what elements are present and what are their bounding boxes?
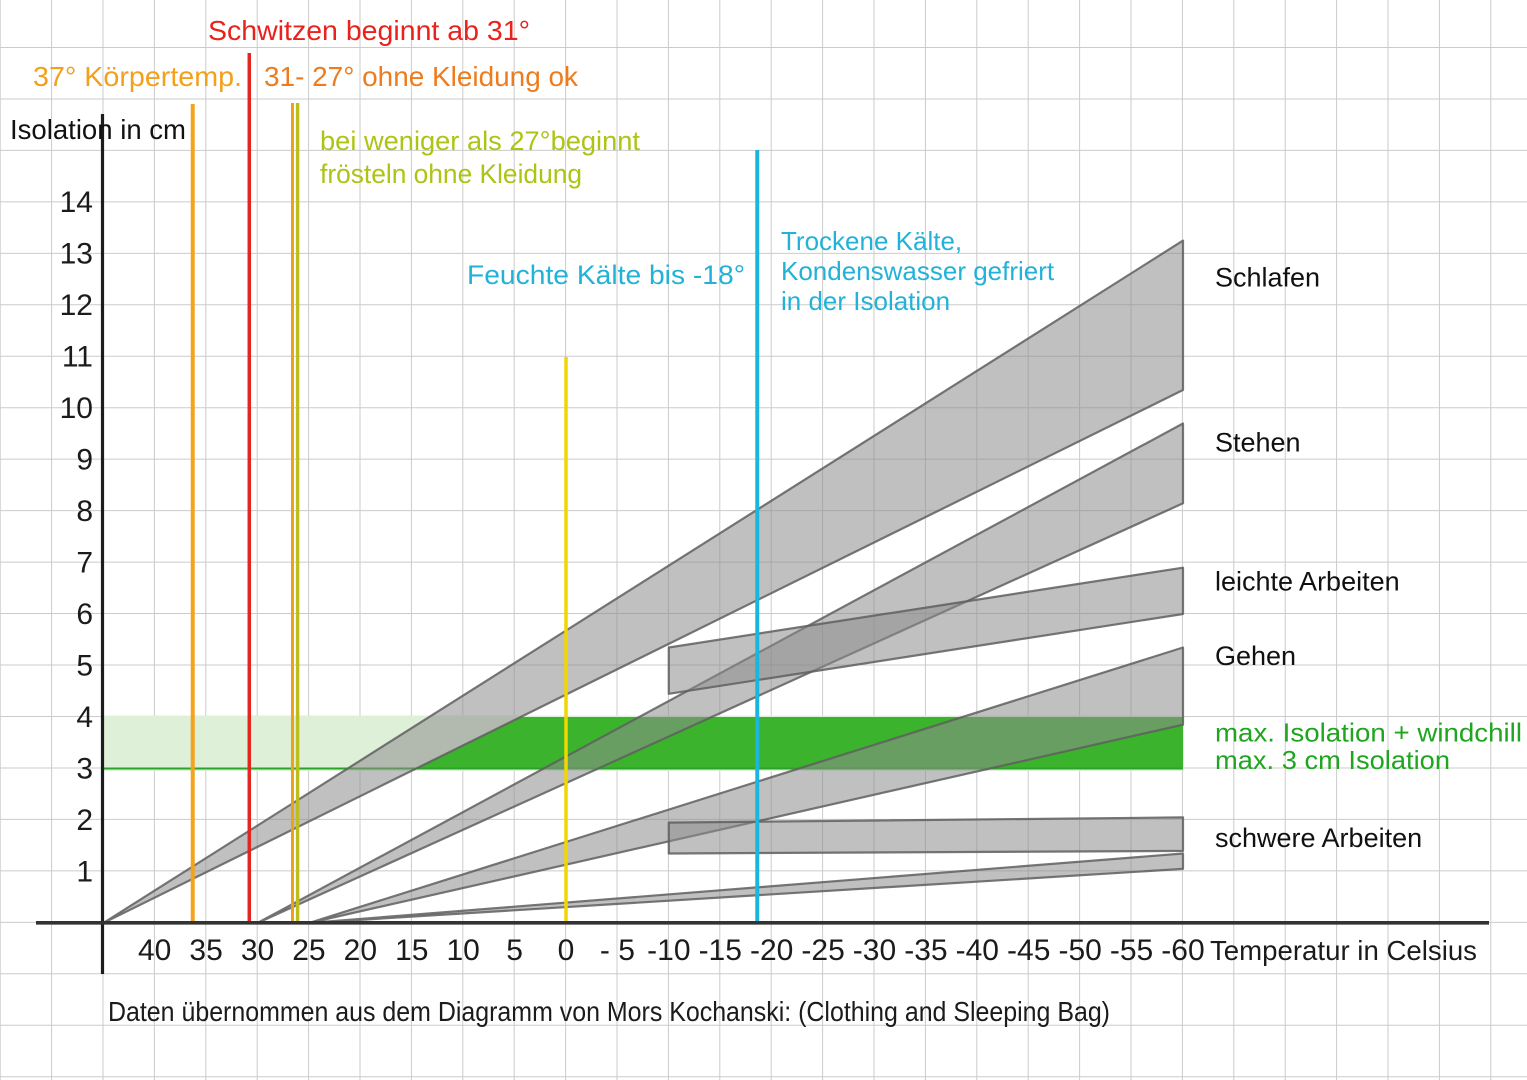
x-tick-label: -30: [853, 934, 896, 967]
band-leichte-arbeiten: [667, 566, 1185, 695]
y-tick-label: 5: [76, 650, 93, 683]
x-tick-label: 40: [138, 934, 171, 967]
source-caption: Daten übernommen aus dem Diagramm von Mo…: [108, 996, 1110, 1027]
y-tick-label: 6: [76, 598, 93, 631]
axes: [36, 114, 1489, 974]
x-tick-label: -40: [956, 934, 999, 967]
annotation-koerpertemp: 37° Körpertemp.: [33, 61, 242, 92]
x-tick-label: -25: [801, 934, 844, 967]
y-tick-label: 14: [60, 186, 93, 219]
band-schwere-arbeiten: [667, 816, 1185, 855]
axis-tick-labels: 40 35 30 25 20 15 10 5 0- 5 -10 -15 -20 -25 -30 -35 -40…: [60, 186, 1205, 967]
annotation-trockene-line: Trockene Kälte,: [781, 226, 962, 256]
y-tick-label: 11: [62, 341, 93, 374]
x-tick-label: -35: [904, 934, 947, 967]
green-zone-label: max. Isolation + windchill: [1215, 717, 1522, 747]
y-tick-label: 13: [60, 238, 93, 271]
y-tick-label: 4: [76, 701, 93, 734]
x-tick-label: 0: [558, 934, 575, 967]
annotation-trockene-line: Kondenswasser gefriert: [781, 256, 1055, 286]
green-zone-label: max. 3 cm Isolation: [1215, 745, 1450, 775]
x-tick-label: 20: [344, 934, 377, 967]
x-tick-label: -55: [1110, 934, 1153, 967]
band-label-leichte-arbeiten: leichte Arbeiten: [1215, 567, 1400, 597]
y-tick-label: 8: [76, 495, 93, 528]
annotation-ohne-kleidung: 31- 27° ohne Kleidung ok: [264, 61, 579, 92]
temperature-reference-lines: [190, 53, 760, 923]
text-annotations: Schwitzen beginnt ab 31° 37° Körpertemp.…: [10, 15, 1477, 1027]
annotation-froesteln-line: frösteln ohne Kleidung: [320, 159, 582, 189]
band-schwere-arbeiten-lower: [307, 852, 1185, 925]
x-tick-label: -50: [1058, 934, 1101, 967]
x-tick-label: 35: [189, 934, 222, 967]
band-labels: Schlafen Stehen leichte Arbeiten Gehen schwe…: [1215, 263, 1422, 853]
x-tick-label: - 5: [600, 934, 635, 967]
y-axis-title: Isolation in cm: [10, 114, 186, 145]
x-tick-label: 5: [506, 934, 523, 967]
band-label-schlafen: Schlafen: [1215, 263, 1320, 293]
y-tick-label: 2: [76, 804, 93, 837]
y-tick-label: 7: [76, 547, 93, 580]
x-tick-label: -45: [1007, 934, 1050, 967]
activity-bands: [102, 239, 1185, 925]
x-tick-label: -20: [750, 934, 793, 967]
annotation-froesteln-line: bei weniger als 27°beginnt: [320, 126, 641, 156]
x-tick-label: 15: [395, 934, 428, 967]
y-tick-label: 10: [60, 392, 93, 425]
y-tick-label: 9: [76, 444, 93, 477]
band-label-schwere-arbeiten: schwere Arbeiten: [1215, 823, 1422, 853]
x-tick-label: 25: [292, 934, 325, 967]
y-tick-label: 1: [76, 856, 93, 889]
annotation-feuchte-kaelte: Feuchte Kälte bis -18°: [467, 260, 745, 290]
band-label-stehen: Stehen: [1215, 427, 1301, 457]
x-tick-label: 30: [241, 934, 274, 967]
x-tick-label: 10: [446, 934, 479, 967]
annotation-trockene-kaelte: Trockene Kälte,Kondenswasser gefriertin …: [781, 226, 1055, 316]
x-tick-label: -10: [647, 934, 690, 967]
x-axis-title: Temperatur in Celsius: [1210, 935, 1477, 966]
band-schlafen: [102, 239, 1185, 925]
band-label-gehen: Gehen: [1215, 641, 1296, 671]
y-tick-label: 3: [76, 753, 93, 786]
annotation-trockene-line: in der Isolation: [781, 286, 950, 316]
y-tick-label: 12: [60, 289, 93, 322]
x-tick-label: -60: [1161, 934, 1204, 967]
x-tick-label: -15: [699, 934, 742, 967]
annotation-schwitzen: Schwitzen beginnt ab 31°: [208, 15, 530, 46]
